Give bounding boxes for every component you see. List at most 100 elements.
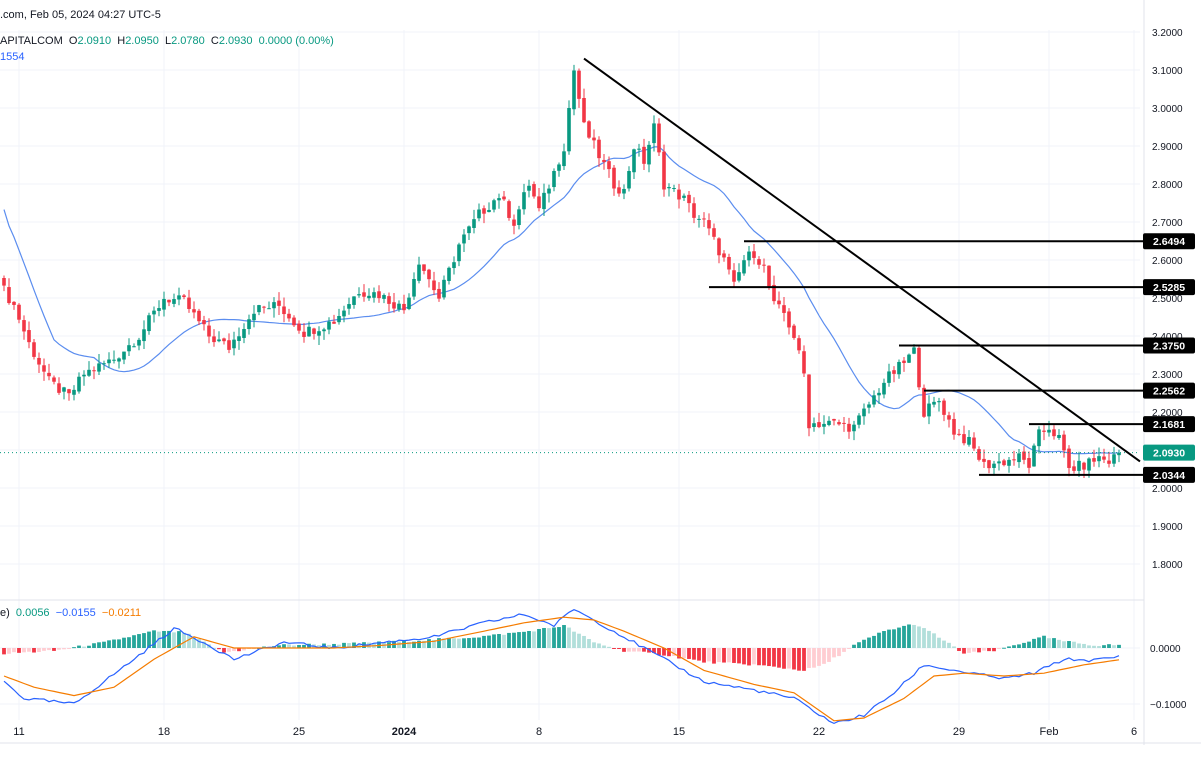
candle-body — [492, 200, 496, 210]
signal-value: −0.0211 — [101, 607, 142, 619]
macd-hist-bar — [92, 643, 96, 648]
macd-hist-bar — [582, 635, 586, 648]
macd-hist-bar — [107, 640, 111, 648]
candle-body — [322, 329, 326, 332]
time-tick-label: 2024 — [392, 726, 417, 738]
macd-hist-bar — [692, 648, 696, 660]
macd-hist-bar — [357, 643, 361, 648]
macd-hist-bar — [652, 648, 656, 654]
candle-body — [417, 264, 421, 281]
candle-body — [52, 377, 56, 382]
candle-body — [397, 303, 401, 310]
macd-hist-bar — [137, 634, 141, 648]
macd-hist-bar — [127, 637, 131, 648]
candle-body — [772, 284, 776, 302]
macd-hist-bar — [962, 648, 966, 654]
macd-hist-bar — [437, 638, 441, 648]
candle-body — [977, 449, 981, 460]
candle-body — [42, 365, 46, 372]
macd-hist-bar — [277, 645, 281, 648]
macd-hist-bar — [1027, 641, 1031, 648]
candle-body — [732, 270, 736, 282]
macd-hist-bar — [377, 641, 381, 648]
macd-hist-bar — [672, 648, 676, 656]
candle-body — [372, 292, 376, 298]
macd-hist-bar — [952, 646, 956, 648]
candle-body — [957, 433, 961, 435]
macd-hist-bar — [342, 642, 346, 648]
macd-hist-bar — [1042, 635, 1046, 648]
candlestick-series — [2, 64, 1121, 478]
macd-hist-bar — [1012, 645, 1016, 648]
candle-body — [722, 253, 726, 258]
macd-hist-bar — [892, 629, 896, 648]
macd-hist-bar — [552, 627, 556, 648]
price-tags: 2.6494 2.5285 2.3750 2.2562 2.1681 2.0344 2.09… — [1143, 233, 1195, 483]
candle-body — [82, 374, 86, 377]
macd-hist-bar — [47, 648, 51, 651]
candle-body — [342, 310, 346, 317]
macd-hist-bar — [182, 632, 186, 648]
candle-body — [537, 196, 541, 209]
macd-hist-bar — [787, 648, 791, 669]
macd-hist-bar — [337, 644, 341, 648]
macd-hist-bar — [547, 628, 551, 648]
candle-body — [572, 70, 576, 110]
macd-hist-bar — [467, 638, 471, 648]
candle-body — [762, 264, 766, 266]
price-tick-label: 2.3000 — [1152, 370, 1183, 381]
macd-hist-bar — [67, 648, 71, 649]
candle-body — [482, 208, 486, 214]
macd-hist-bar — [1097, 646, 1101, 648]
candle-body — [1102, 456, 1106, 460]
macd-hist-bar — [847, 648, 851, 649]
time-tick-label: 18 — [158, 726, 170, 738]
price-tick-label: 3.0000 — [1152, 104, 1183, 115]
level-tag-label: 2.5285 — [1153, 282, 1185, 294]
macd-hist-bar — [612, 648, 616, 649]
macd-hist-bar — [177, 631, 181, 648]
candle-body — [442, 279, 446, 298]
macd-hist-bar — [442, 638, 446, 648]
candle-body — [822, 423, 826, 427]
candle-body — [522, 192, 526, 210]
candle-body — [197, 310, 201, 322]
candle-body — [972, 437, 976, 449]
candle-body — [272, 302, 276, 309]
candle-body — [967, 436, 971, 445]
macd-hist-bar — [942, 640, 946, 648]
candle-body — [627, 171, 631, 189]
macd-hist-bar — [872, 635, 876, 648]
macd-hist-bar — [482, 635, 486, 648]
macd-hist-bar — [72, 647, 76, 649]
macd-hist-bar — [927, 630, 931, 648]
macd-hist-bar — [417, 640, 421, 648]
macd-hist-bar — [717, 648, 721, 663]
candle-body — [187, 297, 191, 309]
candle-body — [1057, 434, 1061, 438]
candle-body — [312, 328, 316, 334]
candle-body — [932, 401, 936, 405]
macd-hist-bar — [112, 639, 116, 648]
candle-body — [577, 70, 581, 99]
macd-hist-bar — [697, 648, 701, 661]
macd-hist-bar — [882, 631, 886, 648]
macd-tick-label: 0.0000 — [1150, 644, 1181, 655]
macd-hist-bar — [607, 646, 611, 648]
axes: 3.2000 3.1000 3.0000 2.9000 2.8000 2.7000 2.60… — [0, 0, 1201, 745]
candle-body — [912, 347, 916, 354]
candle-body — [612, 167, 616, 189]
ohlc-legend: APITALCOM O2.0910 H2.0950 L2.0780 C2.093… — [0, 35, 334, 47]
level-tag-label: 2.3750 — [1153, 341, 1185, 353]
candle-body — [872, 395, 876, 405]
current-price-label: 2.0930 — [1153, 448, 1185, 460]
candle-body — [837, 422, 841, 425]
macd-hist-bar — [1032, 638, 1036, 648]
candle-body — [567, 108, 571, 152]
candle-body — [192, 309, 196, 313]
macd-hist-bar — [912, 624, 916, 648]
macd-hist-bar — [757, 648, 761, 666]
candle-body — [177, 295, 181, 300]
candle-body — [917, 347, 921, 388]
